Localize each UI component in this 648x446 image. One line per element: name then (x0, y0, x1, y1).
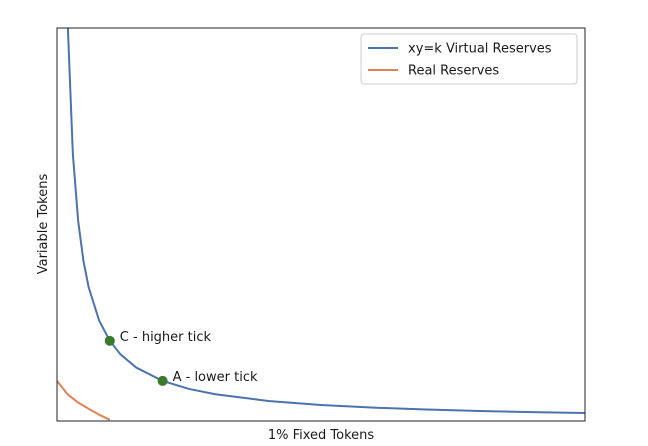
plot-frame (56, 27, 586, 422)
point-c-higher-tick (104, 335, 115, 346)
legend-box (360, 33, 578, 85)
series-line-real-reserves (57, 380, 111, 421)
y-axis-label: Variable Tokens (36, 174, 51, 275)
points-layer: C - higher tick A - lower tick (104, 330, 258, 386)
point-a-lower-tick (157, 375, 168, 386)
legend-entry-real-reserves: Real Reserves (408, 64, 499, 79)
annotation-a-lower-tick: A - lower tick (173, 370, 258, 385)
legend: xy=k Virtual Reserves Real Reserves (360, 33, 578, 85)
legend-entry-virtual-reserves: xy=k Virtual Reserves (408, 42, 552, 57)
x-axis-label: 1% Fixed Tokens (268, 428, 375, 443)
plot-area (57, 28, 585, 421)
annotation-c-higher-tick: C - higher tick (120, 330, 212, 345)
